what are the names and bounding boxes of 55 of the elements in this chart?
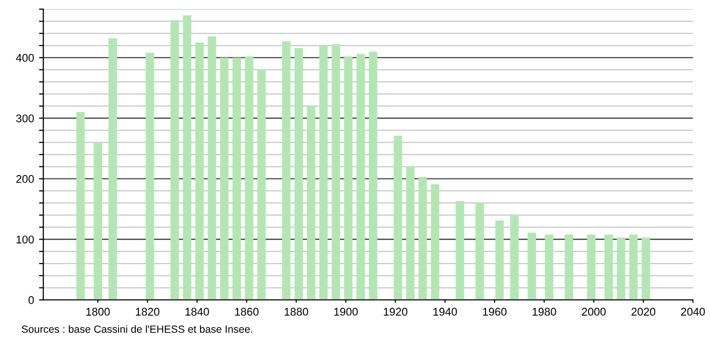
x-tick-label: 2020 [632,308,656,316]
bar [564,234,574,300]
bar [294,48,303,300]
bar [306,106,316,300]
x-tick-label: 1860 [235,308,259,316]
bar [616,238,626,300]
y-tick-label: 300 [16,114,34,122]
x-tick-label: 2040 [681,308,705,316]
bar [94,142,102,300]
bar [587,234,596,300]
bar [476,202,484,300]
y-tick-label: 200 [16,175,34,183]
bar [244,56,254,300]
bar [146,52,154,300]
y-tick-label: 100 [16,236,34,244]
bar [319,46,328,300]
bar [368,52,378,300]
bar [208,36,216,300]
x-tick-label: 1980 [532,308,556,316]
bar [418,176,427,300]
bar [332,44,340,300]
bar [282,41,291,300]
y-tick-label: 0 [28,296,34,304]
bar [257,69,266,300]
bar [406,166,415,300]
x-tick-label: 1840 [186,308,209,316]
bar [182,15,192,300]
bar [108,38,117,300]
bar [344,56,353,300]
bar [394,136,402,300]
bar [528,232,536,300]
bar [604,234,613,300]
bar [76,112,85,300]
source-note: Sources : base Cassini de l'EHESS et base Insee. [22,325,252,333]
x-tick-label: 1940 [433,308,457,316]
x-tick-label: 1880 [284,308,308,316]
bar [642,238,650,300]
bar [232,58,241,300]
x-tick-label: 2000 [582,308,606,316]
bar [170,20,179,300]
x-tick-label: 1960 [483,308,507,316]
bar [544,234,554,300]
bar [495,220,504,300]
bar [430,184,440,300]
bar [456,201,464,300]
x-tick-label: 1800 [86,308,110,316]
bar [629,234,638,300]
bar [220,58,229,300]
x-tick-label: 1920 [384,308,408,316]
bar [356,54,365,300]
bar [195,42,204,300]
bar [510,216,519,300]
x-tick-label: 1900 [334,308,358,316]
y-tick-label: 400 [16,54,34,62]
x-tick-label: 1820 [136,308,160,316]
